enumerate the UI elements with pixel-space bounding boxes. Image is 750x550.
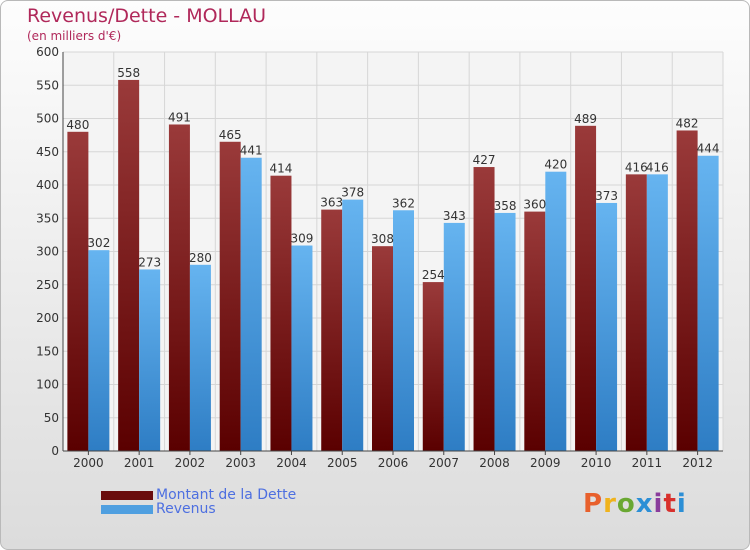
chart-title: Revenus/Dette - MOLLAU xyxy=(27,5,267,27)
bar-revenus xyxy=(545,171,567,451)
data-label-revenus: 373 xyxy=(595,189,618,203)
x-tick-label: 2000 xyxy=(73,456,104,470)
bar-revenus xyxy=(189,264,211,451)
data-label-dette: 465 xyxy=(219,128,242,142)
y-tick-label: 600 xyxy=(36,45,59,59)
x-tick-label: 2007 xyxy=(428,456,459,470)
y-tick-label: 50 xyxy=(44,411,59,425)
bar-revenus xyxy=(697,155,719,452)
data-label-revenus: 302 xyxy=(87,236,110,250)
bar-dette xyxy=(473,167,495,452)
bar-dette xyxy=(575,125,597,451)
legend-swatch-revenus xyxy=(101,504,153,514)
y-tick-label: 0 xyxy=(51,444,59,458)
bar-dette xyxy=(321,209,343,451)
chart-subtitle: (en milliers d'€) xyxy=(27,29,122,43)
bar-revenus xyxy=(139,269,161,451)
bar-revenus xyxy=(393,210,414,451)
bar-revenus xyxy=(88,250,110,451)
bar-dette xyxy=(118,79,140,452)
x-tick-label: 2008 xyxy=(479,456,510,470)
data-label-dette: 254 xyxy=(422,268,445,282)
data-label-dette: 363 xyxy=(320,196,343,210)
data-label-revenus: 343 xyxy=(443,209,466,223)
data-label-dette: 308 xyxy=(371,232,394,246)
data-label-revenus: 444 xyxy=(697,142,720,156)
bar-revenus xyxy=(646,174,668,452)
bar-revenus xyxy=(291,245,313,451)
bar-dette xyxy=(625,174,647,452)
data-label-revenus: 420 xyxy=(544,158,567,172)
bar-revenus xyxy=(443,222,465,451)
bar-dette xyxy=(372,246,393,451)
x-tick-label: 2003 xyxy=(225,456,256,470)
bar-revenus xyxy=(596,202,618,451)
y-tick-label: 250 xyxy=(36,278,59,292)
data-label-revenus: 280 xyxy=(189,251,212,265)
y-tick-label: 450 xyxy=(36,145,59,159)
bar-dette xyxy=(676,130,698,451)
data-label-revenus: 416 xyxy=(646,160,669,174)
bar-dette xyxy=(422,282,444,451)
legend-label-dette: Montant de la Dette xyxy=(156,487,297,503)
data-label-revenus: 273 xyxy=(138,255,161,269)
y-tick-label: 400 xyxy=(36,178,59,192)
y-tick-label: 550 xyxy=(36,78,59,92)
data-label-revenus: 358 xyxy=(494,199,517,213)
data-label-revenus: 441 xyxy=(240,144,263,158)
x-tick-label: 2001 xyxy=(124,456,155,470)
axis-layer: 0 50 100 150 200 250 300 350 400 450 500 550 600 2000… xyxy=(36,45,723,470)
y-tick-label: 200 xyxy=(36,311,59,325)
data-label-dette: 414 xyxy=(270,162,293,176)
data-label-dette: 360 xyxy=(523,198,546,212)
x-tick-label: 2012 xyxy=(682,456,713,470)
x-tick-label: 2006 xyxy=(378,456,409,470)
logo-letter: i xyxy=(653,489,664,519)
legend-item-dette: Montant de la Dette xyxy=(101,487,296,503)
y-tick-label: 500 xyxy=(36,112,59,126)
data-label-dette: 427 xyxy=(473,153,496,167)
bar-dette xyxy=(168,124,190,452)
bar-dette xyxy=(67,131,89,452)
data-label-dette: 558 xyxy=(117,66,140,80)
y-tick-label: 300 xyxy=(36,245,59,259)
y-tick-label: 350 xyxy=(36,211,59,225)
logo-letter: r xyxy=(603,489,617,519)
legend-label-revenus: Revenus xyxy=(156,501,216,517)
legend-item-revenus: Revenus xyxy=(101,501,216,517)
logo-letter: x xyxy=(635,489,654,519)
bar-revenus xyxy=(240,157,262,452)
logo-letter: o xyxy=(616,489,636,519)
y-tick-label: 150 xyxy=(36,344,59,358)
data-label-dette: 480 xyxy=(66,118,89,132)
x-tick-label: 2010 xyxy=(581,456,612,470)
x-tick-label: 2005 xyxy=(327,456,358,470)
y-tick-label: 100 xyxy=(36,378,59,392)
data-label-revenus: 378 xyxy=(341,186,364,200)
data-label-dette: 489 xyxy=(574,112,597,126)
bar-dette xyxy=(524,211,546,451)
x-tick-label: 2002 xyxy=(175,456,206,470)
logo-letter: P xyxy=(583,489,604,519)
logo-letter: t xyxy=(663,489,677,519)
bar-dette xyxy=(270,175,292,451)
data-label-dette: 482 xyxy=(676,116,699,130)
logo-letter: i xyxy=(676,489,687,519)
proxiti-logo: Proxiti xyxy=(583,489,687,519)
legend-swatch-dette xyxy=(101,490,153,500)
bars-layer xyxy=(67,79,719,452)
data-label-dette: 416 xyxy=(625,160,648,174)
bar-revenus xyxy=(342,199,364,451)
bar-dette xyxy=(219,141,241,451)
data-label-revenus: 362 xyxy=(392,196,415,210)
bar-revenus xyxy=(494,212,516,451)
x-tick-label: 2009 xyxy=(530,456,561,470)
data-label-dette: 491 xyxy=(168,110,191,124)
data-label-revenus: 309 xyxy=(291,232,314,246)
x-tick-label: 2011 xyxy=(632,456,663,470)
x-tick-label: 2004 xyxy=(276,456,307,470)
